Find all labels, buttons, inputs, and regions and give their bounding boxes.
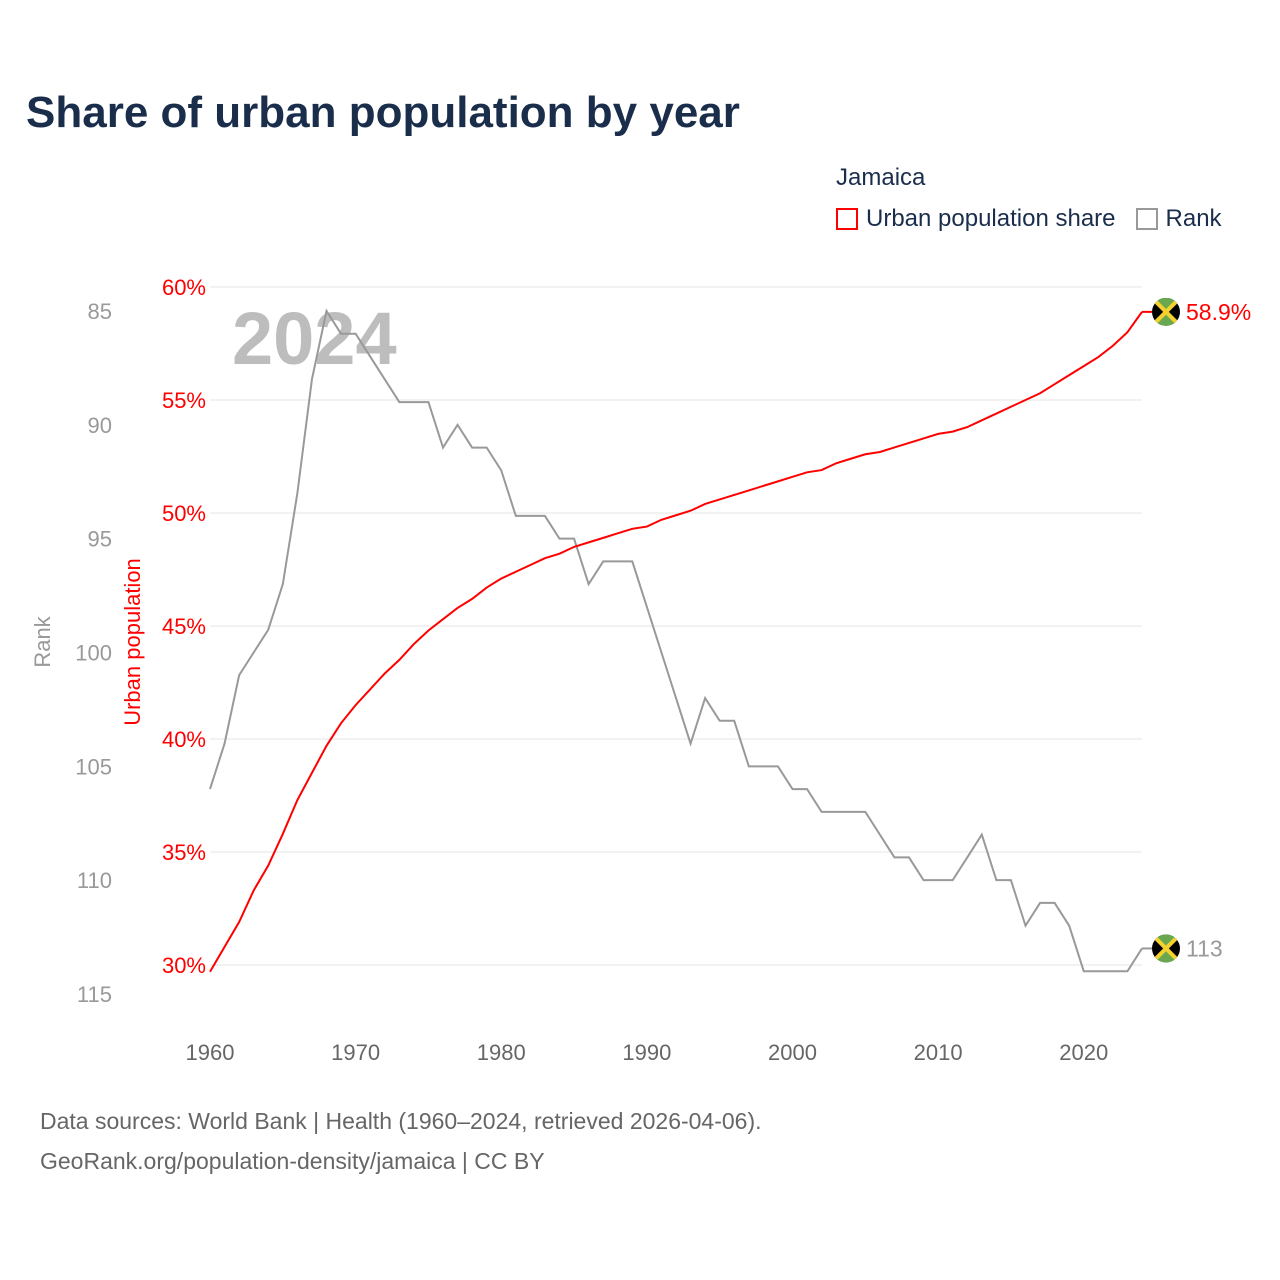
footer-credit: GeoRank.org/population-density/jamaica |… [40, 1148, 545, 1174]
urban-tick-label: 50% [162, 501, 206, 526]
rank-tick-label: 105 [75, 754, 112, 779]
rank-tick-label: 100 [75, 641, 112, 666]
urban-tick-label: 55% [162, 388, 206, 413]
x-tick-label: 2010 [914, 1040, 963, 1065]
footer-sources: Data sources: World Bank | Health (1960–… [40, 1108, 762, 1134]
rank-line [209, 308, 1143, 973]
jamaica-flag-icon-rank [1152, 934, 1180, 963]
x-tick-label: 1970 [331, 1040, 380, 1065]
legend-item-urban[interactable]: Urban population share [836, 205, 1116, 233]
legend-title: Jamaica [836, 164, 926, 191]
rank-end-label: 113 [1186, 935, 1223, 961]
x-tick-label: 1980 [477, 1040, 526, 1065]
legend: Urban population share Rank [836, 205, 1242, 233]
rank-tick-label: 95 [88, 527, 112, 552]
x-tick-label: 2000 [768, 1040, 817, 1065]
urban-end-label: 58.9% [1186, 299, 1251, 325]
urban-tick-label: 60% [162, 275, 206, 300]
jamaica-flag-icon-urban [1152, 297, 1180, 326]
rank-tick-label: 90 [88, 413, 112, 438]
urban-tick-label: 45% [162, 614, 206, 639]
legend-label-rank: Rank [1165, 205, 1222, 232]
urban-tick-label: 35% [162, 840, 206, 865]
legend-label-urban: Urban population share [866, 205, 1116, 232]
legend-swatch-rank [1135, 208, 1158, 230]
urban-line [209, 311, 1143, 973]
legend-swatch-urban [836, 208, 858, 230]
x-tick-label: 1990 [622, 1040, 671, 1065]
rank-axis-label: Rank [30, 615, 55, 667]
urban-tick-label: 40% [162, 727, 206, 752]
chart-title: Share of urban population by year [26, 88, 740, 137]
x-tick-label: 1960 [186, 1040, 235, 1065]
rank-tick-label: 110 [77, 868, 112, 893]
rank-tick-label: 85 [88, 299, 112, 324]
urban-axis-label: Urban population [120, 558, 145, 726]
x-tick-label: 2020 [1059, 1040, 1108, 1065]
rank-tick-label: 115 [77, 982, 112, 1007]
urban-tick-label: 30% [162, 953, 206, 978]
legend-item-rank[interactable]: Rank [1135, 205, 1222, 233]
